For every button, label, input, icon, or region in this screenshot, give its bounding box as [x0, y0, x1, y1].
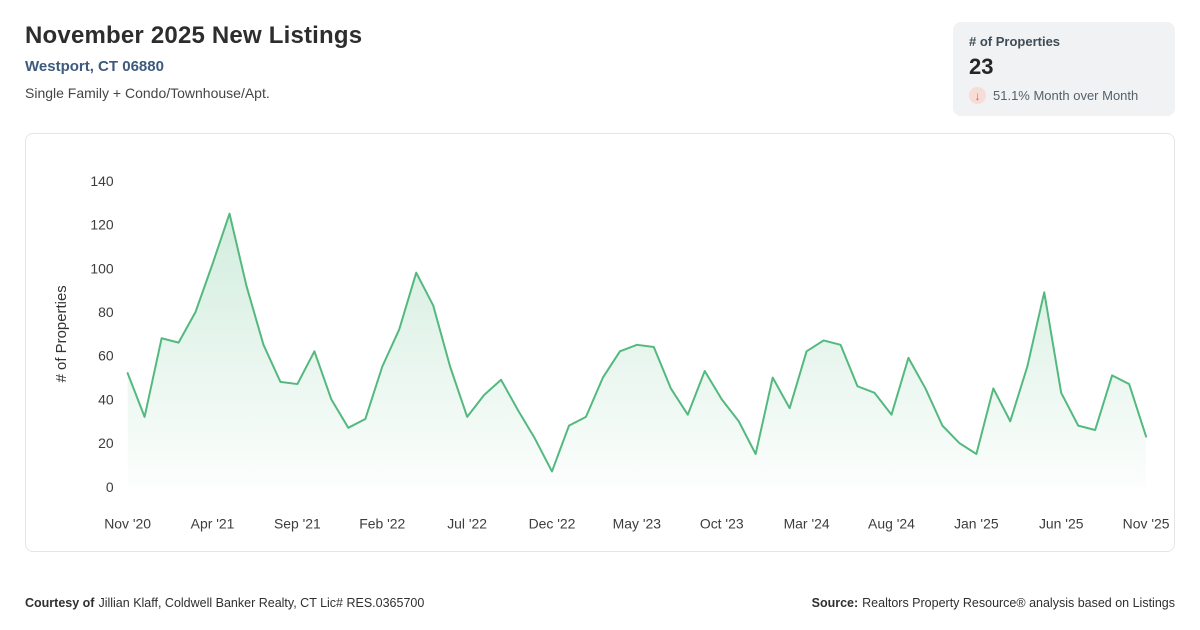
svg-text:Mar '24: Mar '24: [784, 516, 830, 532]
svg-text:Oct '23: Oct '23: [700, 516, 744, 532]
area-fill: [127, 213, 1147, 487]
svg-text:Dec '22: Dec '22: [529, 516, 576, 532]
svg-text:Aug '24: Aug '24: [868, 516, 915, 532]
property-types-subtitle: Single Family + Condo/Townhouse/Apt.: [25, 85, 270, 101]
svg-text:Apr '21: Apr '21: [191, 516, 235, 532]
svg-text:100: 100: [90, 260, 114, 276]
stat-card-change-text: 51.1% Month over Month: [993, 88, 1139, 103]
svg-text:Jun '25: Jun '25: [1039, 516, 1084, 532]
courtesy-value: Jillian Klaff, Coldwell Banker Realty, C…: [98, 596, 425, 610]
header: November 2025 New Listings Westport, CT …: [25, 22, 1175, 116]
svg-text:Sep '21: Sep '21: [274, 516, 321, 532]
header-text-block: November 2025 New Listings Westport, CT …: [25, 22, 362, 101]
data-line: [126, 212, 1148, 473]
svg-text:40: 40: [98, 391, 114, 407]
svg-text:0: 0: [106, 479, 114, 495]
svg-text:Jul '22: Jul '22: [447, 516, 487, 532]
svg-text:Nov '20: Nov '20: [104, 516, 151, 532]
svg-text:120: 120: [90, 217, 114, 233]
listings-line-chart: 0 20 40 60 80 100 120 140 Nov '20 Apr '21 Sep '21 F…: [53, 173, 1170, 532]
stat-card-value: 23: [969, 54, 994, 79]
svg-text:80: 80: [98, 304, 114, 320]
source-value: Realtors Property Resource® analysis bas…: [862, 596, 1175, 610]
svg-text:60: 60: [98, 348, 114, 364]
source-label: Source:: [811, 596, 859, 610]
courtesy-text: Courtesy of Jillian Klaff, Coldwell Banke…: [25, 596, 424, 610]
svg-text:140: 140: [90, 173, 114, 189]
footer: Courtesy of Jillian Klaff, Coldwell Banke…: [25, 596, 1175, 610]
svg-text:May '23: May '23: [613, 516, 662, 532]
svg-text:20: 20: [98, 435, 114, 451]
svg-text:Feb '22: Feb '22: [359, 516, 405, 532]
chart-card: 0 20 40 60 80 100 120 140 Nov '20 Apr '21 Sep '21 F…: [25, 133, 1175, 552]
stat-card-change: ↓ 51.1% Month over Month: [969, 87, 1159, 104]
y-axis-label: # of Properties: [53, 285, 70, 382]
svg-text:Jan '25: Jan '25: [954, 516, 999, 532]
page-title: November 2025 New Listings: [25, 22, 363, 49]
arrow-down-icon: ↓: [969, 87, 986, 104]
stat-card: # of Properties 23 ↓ 51.1% Month over Mo…: [953, 22, 1175, 116]
stat-card-label: # of Properties: [969, 34, 1061, 49]
location-subtitle: Westport, CT 06880: [25, 58, 164, 75]
source-text: Source: Realtors Property Resource® analy…: [812, 596, 1175, 610]
courtesy-label: Courtesy of: [25, 596, 95, 610]
svg-text:Nov '25: Nov '25: [1123, 516, 1170, 532]
